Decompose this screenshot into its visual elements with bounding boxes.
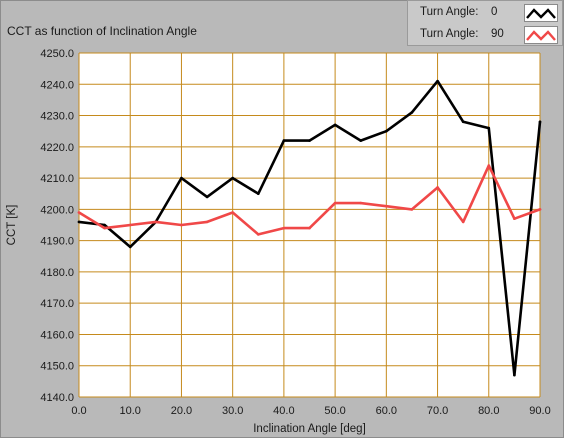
- data-point-series-0: [513, 373, 516, 377]
- y-tick-label: 4150.0: [40, 361, 74, 373]
- legend-value: 0: [491, 6, 498, 18]
- x-tick-labels: 0.0 10.0 20.0 30.0 40.0 50.0 60.0 70.0 80.0 90.0: [71, 405, 550, 417]
- data-point-series-0: [180, 176, 183, 180]
- y-tick-labels: 4140.0 4150.0 4160.0 4170.0 4180.0 4190.0 4200…: [40, 48, 74, 404]
- x-tick-label: 40.0: [273, 405, 294, 417]
- y-tick-label: 4220.0: [40, 142, 74, 154]
- x-axis-label: Inclination Angle [deg]: [253, 423, 366, 435]
- data-point-series-1: [308, 226, 311, 230]
- data-point-series-0: [128, 245, 132, 249]
- data-point-series-1: [77, 211, 81, 214]
- plot-legend[interactable]: Turn Angle: 0 Turn Angle: 90: [407, 0, 563, 46]
- data-point-series-0: [256, 192, 260, 196]
- y-tick-label: 4140.0: [40, 392, 74, 404]
- legend-item-turn-angle-0[interactable]: Turn Angle: 0: [408, 2, 562, 24]
- data-point-series-1: [461, 220, 465, 224]
- x-tick-label: 50.0: [324, 405, 345, 417]
- data-point-series-1: [154, 220, 158, 224]
- data-point-series-0: [538, 120, 542, 124]
- x-tick-label: 70.0: [427, 405, 448, 417]
- y-tick-label: 4200.0: [40, 204, 74, 216]
- data-point-series-1: [103, 226, 106, 230]
- y-tick-label: 4190.0: [40, 236, 74, 248]
- red-line-icon: [526, 30, 556, 41]
- data-point-series-0: [103, 223, 106, 227]
- data-point-series-1: [538, 208, 542, 211]
- chart-title: CCT as function of Inclination Angle: [7, 24, 197, 38]
- legend-label: Turn Angle:: [420, 28, 479, 40]
- data-point-series-0: [487, 126, 491, 130]
- data-point-series-0: [436, 79, 439, 83]
- data-point-series-1: [231, 211, 234, 214]
- y-axis-label: CCT [K]: [6, 205, 18, 246]
- data-point-series-1: [513, 217, 516, 221]
- data-point-series-0: [282, 139, 286, 142]
- data-point-series-1: [205, 220, 209, 224]
- y-tick-label: 4180.0: [40, 267, 74, 279]
- y-tick-label: 4240.0: [40, 79, 74, 91]
- x-tick-label: 60.0: [376, 405, 397, 417]
- black-line-icon: [526, 8, 556, 19]
- legend-swatch-red[interactable]: [524, 26, 558, 44]
- legend-label: Turn Angle:: [420, 6, 479, 18]
- data-point-series-1: [256, 233, 260, 236]
- x-tick-label: 30.0: [222, 405, 243, 417]
- y-tick-label: 4210.0: [40, 173, 74, 185]
- y-tick-label: 4250.0: [40, 48, 74, 60]
- legend-value: 90: [491, 28, 504, 40]
- data-point-series-1: [410, 208, 414, 211]
- plot-area[interactable]: [79, 53, 540, 397]
- legend-item-turn-angle-90[interactable]: Turn Angle: 90: [408, 24, 562, 46]
- data-point-series-0: [333, 123, 337, 127]
- data-point-series-1: [359, 201, 363, 205]
- data-point-series-0: [410, 111, 414, 114]
- series-lines: [77, 79, 542, 377]
- x-tick-label: 90.0: [529, 405, 550, 417]
- data-point-series-1: [487, 164, 491, 167]
- data-point-series-1: [180, 223, 183, 227]
- legend-swatch-black[interactable]: [524, 4, 558, 22]
- grid-lines: [78, 52, 541, 398]
- x-tick-label: 20.0: [171, 405, 192, 417]
- data-point-series-1: [333, 201, 337, 205]
- x-tick-label: 80.0: [478, 405, 499, 417]
- data-point-series-1: [436, 186, 439, 189]
- data-point-series-0: [231, 176, 234, 180]
- data-point-series-0: [205, 195, 209, 199]
- data-point-series-0: [308, 139, 311, 142]
- data-point-series-0: [461, 120, 465, 124]
- x-tick-label: 0.0: [71, 405, 86, 417]
- data-point-series-0: [77, 220, 81, 224]
- data-point-series-1: [128, 223, 132, 227]
- y-tick-label: 4170.0: [40, 298, 74, 310]
- data-point-series-1: [282, 226, 286, 230]
- y-tick-label: 4160.0: [40, 329, 74, 341]
- data-point-series-1: [385, 204, 388, 208]
- y-tick-label: 4230.0: [40, 111, 74, 123]
- data-point-series-0: [385, 129, 388, 133]
- data-point-series-0: [359, 139, 363, 142]
- x-tick-label: 10.0: [120, 405, 141, 417]
